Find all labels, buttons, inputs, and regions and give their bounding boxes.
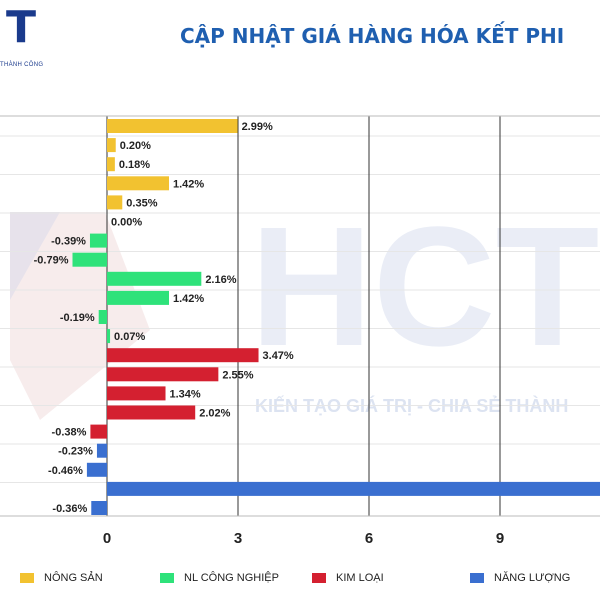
bar (98, 310, 107, 324)
legend-swatch (160, 573, 174, 583)
data-label: 2.02% (199, 408, 230, 420)
bar (107, 405, 196, 420)
data-label: 0.00% (111, 217, 142, 229)
legend-item: NL CÔNG NGHIỆP (160, 572, 279, 584)
bar (107, 157, 115, 172)
data-label: 1.42% (173, 293, 204, 305)
x-tick-label: 9 (496, 530, 504, 547)
data-label: -0.19% (60, 312, 95, 324)
data-label: 0.20% (120, 140, 151, 152)
logo-subtitle: THÀNH CÔNG (0, 62, 44, 68)
bar (107, 119, 238, 133)
legend-label: NĂNG LƯỢNG (494, 572, 571, 584)
data-label: 3.47% (263, 350, 294, 362)
data-label: -0.36% (52, 503, 87, 515)
bar (107, 290, 170, 305)
legend-item: NĂNG LƯỢNG (470, 572, 570, 584)
x-tick-label: 3 (234, 530, 242, 547)
header: T THÀNH CÔNG CẬP NHẬT GIÁ HÀNG HÓA KẾT P… (0, 0, 600, 80)
data-label: 1.42% (173, 178, 204, 190)
data-label: 1.34% (170, 388, 201, 400)
legend-swatch (470, 573, 484, 583)
bar (91, 501, 107, 515)
bar (96, 443, 107, 458)
bar (90, 424, 107, 439)
bar (107, 195, 123, 210)
data-label: 0.18% (119, 159, 150, 171)
data-label: -0.39% (51, 236, 86, 248)
legend-label: KIM LOẠI (336, 572, 384, 584)
bar (107, 329, 111, 344)
legend-label: NL CÔNG NGHIỆP (184, 572, 279, 584)
data-label: -0.46% (48, 465, 83, 477)
watermark-logo-accent (10, 212, 60, 300)
bar (107, 138, 116, 153)
bar (107, 348, 259, 363)
legend-item: NÔNG SẢN (20, 572, 103, 584)
legend-swatch (312, 573, 326, 583)
data-label: 2.99% (242, 121, 273, 133)
bar (107, 386, 166, 401)
bar (86, 462, 107, 477)
watermark-logo (10, 212, 150, 420)
bar (72, 252, 107, 267)
bar (107, 271, 202, 286)
data-label: 0.35% (126, 197, 157, 209)
legend-label: NÔNG SẢN (44, 572, 103, 584)
data-label: -0.79% (34, 255, 69, 267)
watermark-brand: HCT (250, 192, 599, 382)
page-title: CẬP NHẬT GIÁ HÀNG HÓA KẾT PHI (180, 24, 565, 48)
data-label: 2.16% (205, 274, 236, 286)
data-label: -0.23% (58, 446, 93, 458)
x-tick-label: 6 (365, 530, 373, 547)
legend: NÔNG SẢN NL CÔNG NGHIỆP KIM LOẠI NĂNG LƯỢNG (0, 572, 600, 592)
legend-item: KIM LOẠI (312, 572, 384, 584)
bar (107, 367, 219, 382)
bar (89, 233, 107, 248)
data-label: -0.38% (52, 427, 87, 439)
bar (107, 481, 600, 496)
data-label: 2.55% (222, 369, 253, 381)
x-tick-label: 0 (103, 530, 111, 547)
data-label: 0.07% (114, 331, 145, 343)
bar (107, 176, 170, 191)
legend-swatch (20, 573, 34, 583)
logo: T (6, 2, 37, 53)
